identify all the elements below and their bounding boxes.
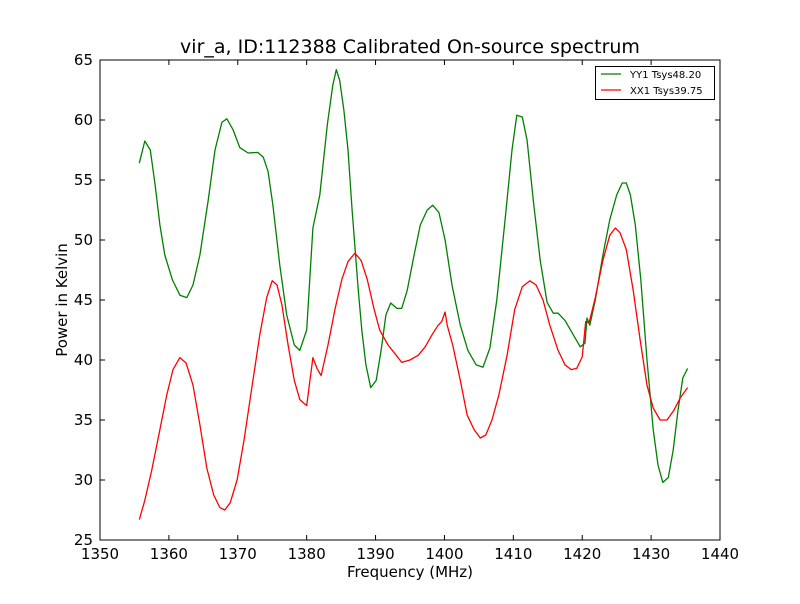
series-line-xx1 [138,227,689,520]
x-tick-label: 1350 [81,545,119,563]
y-tick-label: 40 [74,351,93,369]
x-tick-label: 1370 [219,545,257,563]
legend-label-xx1: XX1 Tsys39.75 [630,86,703,97]
x-tick-label: 1440 [701,545,739,563]
chart-title: vir_a, ID:112388 Calibrated On-source sp… [180,36,640,58]
y-axis-label: Power in Kelvin [53,243,71,357]
y-tick-label: 50 [74,231,93,249]
y-tick-label: 25 [74,531,93,549]
x-tick-label: 1390 [356,545,394,563]
y-tick-label: 45 [74,291,93,309]
x-tick-label: 1380 [288,545,326,563]
x-tick-label: 1420 [563,545,601,563]
y-tick-label: 35 [74,411,93,429]
legend: YY1 Tsys48.20 XX1 Tsys39.75 [595,66,715,100]
y-tick-label: 65 [74,51,93,69]
x-tick-label: 1400 [425,545,463,563]
y-tick-label: 60 [74,111,93,129]
y-tick-label: 55 [74,171,93,189]
x-axis-label: Frequency (MHz) [347,563,473,581]
x-tick-label: 1430 [632,545,670,563]
series-line-yy1 [138,68,689,484]
legend-box [595,66,715,100]
x-tick-label: 1360 [150,545,188,563]
x-tick-label: 1410 [494,545,532,563]
legend-label-yy1: YY1 Tsys48.20 [629,70,701,81]
y-tick-label: 30 [74,471,93,489]
plot-frame [99,59,721,541]
